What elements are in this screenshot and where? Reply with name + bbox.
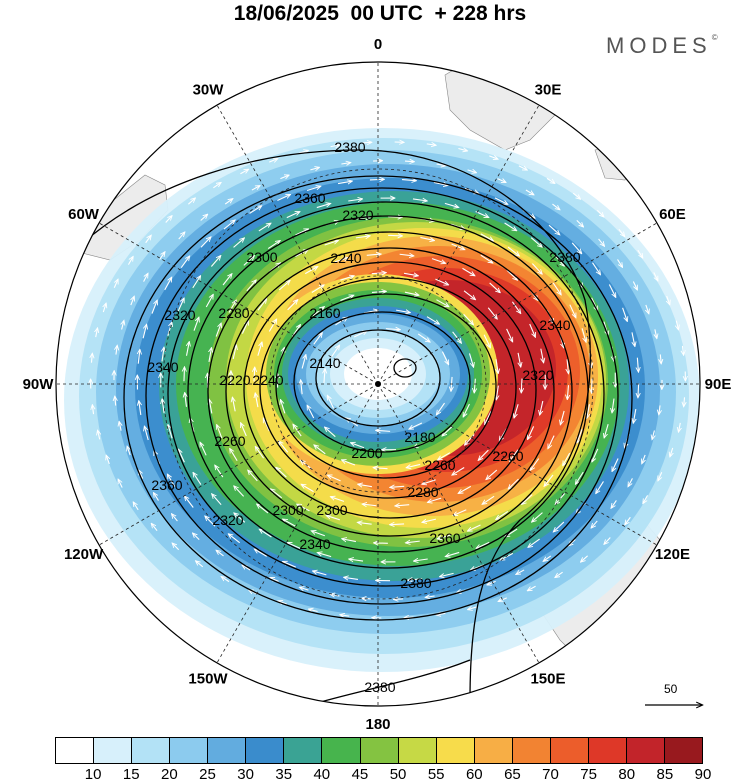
contour-label-1: 2360 xyxy=(294,190,325,206)
colorbar-cell-15 xyxy=(627,738,665,763)
wind-arrow-243 xyxy=(370,179,384,180)
lon-label-4: 120E xyxy=(655,546,690,563)
contour-label-26: 2340 xyxy=(539,317,570,333)
wind-arrow-256 xyxy=(638,383,639,397)
contour-label-3: 2300 xyxy=(246,249,277,265)
colorbar-tick-3: 25 xyxy=(199,766,216,783)
lon-label-8: 120W xyxy=(64,546,104,563)
contour-label-5: 2160 xyxy=(309,305,340,321)
colorbar-cell-16 xyxy=(665,738,702,763)
contour-label-10: 2220 xyxy=(219,372,250,388)
contour-label-20: 2360 xyxy=(151,477,182,493)
contour-label-12: 2180 xyxy=(404,429,435,445)
contour-label-25: 2320 xyxy=(522,367,553,383)
contour-label-23: 2380 xyxy=(400,575,431,591)
colorbar-cell-2 xyxy=(132,738,170,763)
colorbar-cell-1 xyxy=(94,738,132,763)
colorbar-tick-13: 75 xyxy=(580,766,597,783)
lon-label-5: 150E xyxy=(530,670,565,687)
colorbar-cell-10 xyxy=(437,738,475,763)
colorbar-cell-11 xyxy=(475,738,513,763)
lon-label-10: 60W xyxy=(68,206,100,223)
lon-label-1: 30E xyxy=(535,82,562,99)
colorbar-cell-7 xyxy=(322,738,360,763)
contour-label-0: 2380 xyxy=(334,139,365,155)
colorbar-tick-7: 45 xyxy=(352,766,369,783)
colorbar-tick-14: 80 xyxy=(618,766,635,783)
wind-arrow-293 xyxy=(405,161,414,162)
contour-label-27: 2260 xyxy=(424,457,455,473)
colorbar-cell-6 xyxy=(284,738,322,763)
colorbar-tick-1: 15 xyxy=(123,766,140,783)
contour-label-15: 2280 xyxy=(407,484,438,500)
contour-label-8: 2320 xyxy=(164,307,195,323)
south-pole-marker xyxy=(375,381,381,387)
contour-label-17: 2300 xyxy=(272,502,303,518)
lon-label-11: 30W xyxy=(193,82,225,99)
colorbar-tick-12: 70 xyxy=(542,766,559,783)
contour-label-24: 2380 xyxy=(364,679,395,695)
wind-arrow-140 xyxy=(390,524,404,525)
lon-label-3: 90E xyxy=(705,376,732,393)
colorbar xyxy=(55,737,703,764)
lon-label-2: 60E xyxy=(659,206,686,223)
colorbar-cell-0 xyxy=(56,738,94,763)
contour-label-19: 2340 xyxy=(299,536,330,552)
contour-label-9: 2280 xyxy=(218,305,249,321)
colorbar-tick-16: 90 xyxy=(695,766,712,783)
colorbar-cell-9 xyxy=(399,738,437,763)
colorbar-tick-5: 35 xyxy=(275,766,292,783)
contour-label-6: 2140 xyxy=(309,355,340,371)
contour-label-14: 2260 xyxy=(492,448,523,464)
colorbar-cell-4 xyxy=(208,738,246,763)
map-area xyxy=(40,40,740,735)
contour-label-21: 2360 xyxy=(429,530,460,546)
contour-label-7: 2340 xyxy=(147,359,178,375)
reference-vector-label: 50 xyxy=(664,682,677,696)
colorbar-cell-3 xyxy=(170,738,208,763)
colorbar-cell-12 xyxy=(513,738,551,763)
contour-label-4: 2240 xyxy=(330,250,361,266)
colorbar-tick-0: 10 xyxy=(85,766,102,783)
contour-label-2: 2320 xyxy=(342,207,373,223)
colorbar-cell-13 xyxy=(551,738,589,763)
lon-label-0: 0 xyxy=(374,36,382,53)
colorbar-cell-8 xyxy=(361,738,399,763)
colorbar-tick-4: 30 xyxy=(237,766,254,783)
wind-arrow-123 xyxy=(388,235,402,236)
colorbar-tick-2: 20 xyxy=(161,766,178,783)
lon-label-7: 150W xyxy=(188,670,228,687)
contour-label-13: 2200 xyxy=(351,445,382,461)
contour-label-18: 2320 xyxy=(212,512,243,528)
colorbar-tick-8: 50 xyxy=(390,766,407,783)
wind-speed-shading xyxy=(64,128,700,672)
colorbar-tick-15: 85 xyxy=(657,766,674,783)
colorbar-tick-9: 55 xyxy=(428,766,445,783)
colorbar-tick-6: 40 xyxy=(313,766,330,783)
contour-label-28: 2260 xyxy=(214,433,245,449)
lon-label-6: 180 xyxy=(365,716,390,733)
contour-label-11: 2240 xyxy=(252,372,283,388)
colorbar-tick-10: 60 xyxy=(466,766,483,783)
colorbar-cell-14 xyxy=(589,738,627,763)
contour-label-22: 2380 xyxy=(549,249,580,265)
polar-map: 0 30E 60E 90E 120E 150E 180 150W 120W 90W 60W 30W 2… xyxy=(0,0,750,735)
colorbar-cell-5 xyxy=(246,738,284,763)
colorbar-tick-11: 65 xyxy=(504,766,521,783)
lon-label-9: 90W xyxy=(23,376,55,393)
contour-label-16: 2300 xyxy=(316,502,347,518)
